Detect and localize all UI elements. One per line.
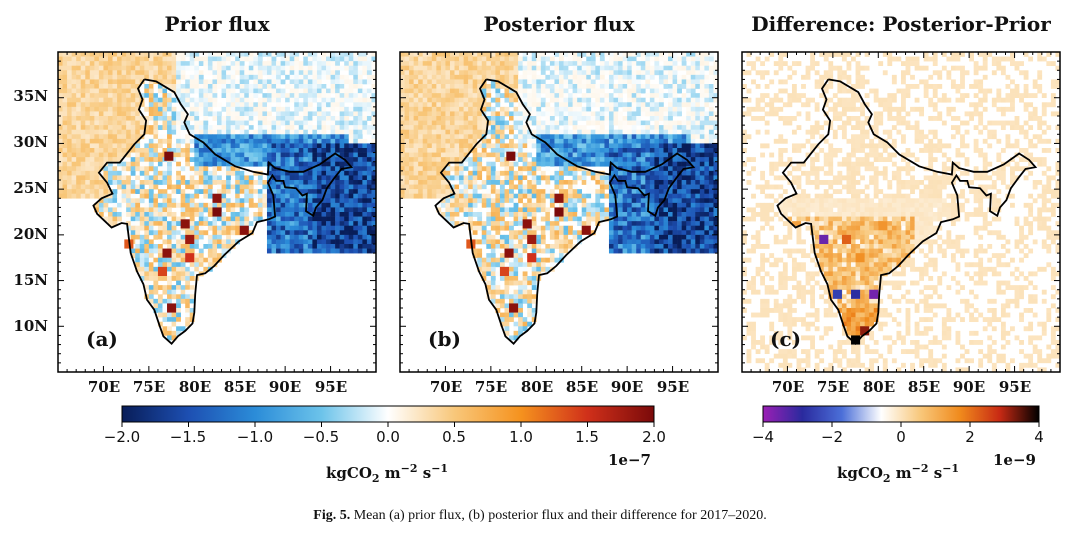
cb1-tick: 1.0	[509, 428, 533, 446]
x-tick-c-75e: 75E	[816, 378, 850, 396]
panel-b	[400, 52, 718, 345]
india-outline	[434, 78, 696, 345]
flux-hotspot	[860, 326, 870, 336]
x-tick-b-75e: 75E	[474, 378, 508, 396]
colorbar-1-exponent: 1e−7	[608, 451, 651, 469]
figure-caption: Fig. 5. Mean (a) prior flux, (b) posteri…	[0, 508, 1080, 524]
flux-hotspot	[212, 193, 222, 203]
y-tick-35n: 35N	[13, 87, 48, 105]
flux-hotspot	[819, 234, 829, 244]
flux-hotspot	[185, 234, 195, 244]
colorbar-2	[762, 405, 1040, 423]
flux-hotspot	[841, 234, 852, 244]
x-tick-c-85e: 85E	[907, 378, 941, 396]
y-tick-10n: 10N	[13, 317, 48, 335]
y-tick-15n: 15N	[13, 271, 48, 289]
flux-hotspot	[506, 151, 516, 161]
x-tick-a-80e: 80E	[178, 378, 212, 396]
cb1-tick: −1.0	[236, 428, 274, 446]
flux-hotspot	[851, 335, 861, 345]
x-tick-b-95e: 95E	[656, 378, 690, 396]
caption-prefix: Fig. 5.	[313, 508, 351, 523]
cb1-tick: 2.0	[642, 428, 666, 446]
x-tick-c-70e: 70E	[771, 378, 805, 396]
y-tick-30n: 30N	[13, 133, 48, 151]
colorbar-1	[121, 405, 655, 423]
flux-hotspot	[851, 289, 861, 299]
flux-hotspot	[167, 303, 177, 313]
cb1-tick: 0.5	[442, 428, 466, 446]
panel-b-label: (b)	[428, 327, 461, 351]
cb1-tick: −2.0	[103, 428, 141, 446]
panel-frame	[399, 51, 719, 373]
flux-hotspot	[527, 253, 537, 263]
flux-hotspot	[869, 289, 879, 299]
flux-hotspot	[554, 193, 564, 203]
cb2-tick: 4	[1034, 428, 1044, 446]
x-tick-a-90e: 90E	[268, 378, 302, 396]
x-tick-b-90e: 90E	[610, 378, 644, 396]
flux-hotspot	[554, 207, 564, 217]
x-tick-a-75e: 75E	[132, 378, 166, 396]
flux-hotspot	[239, 225, 249, 235]
flux-hotspot	[162, 248, 172, 258]
x-tick-b-85e: 85E	[565, 378, 599, 396]
flux-hotspot	[185, 253, 195, 263]
flux-hotspot	[499, 266, 510, 276]
panel-c-title: Difference: Posterior-Prior	[751, 12, 1051, 36]
india-outline	[92, 78, 354, 345]
x-tick-a-70e: 70E	[87, 378, 121, 396]
colorbar-1-units: kgCO2 m−2 s−1	[326, 462, 449, 485]
cb1-tick: 1.5	[575, 428, 599, 446]
flux-hotspot	[581, 225, 591, 235]
flux-hotspot	[878, 221, 888, 231]
x-tick-c-90e: 90E	[952, 378, 986, 396]
cb1-tick: −1.5	[169, 428, 207, 446]
flux-hotspot	[527, 234, 537, 244]
flux-hotspot	[855, 253, 865, 263]
panel-c	[742, 52, 1060, 372]
y-tick-25n: 25N	[13, 179, 48, 197]
y-tick-20n: 20N	[13, 225, 48, 243]
flux-hotspot	[832, 289, 842, 299]
panel-a-title: Prior flux	[164, 12, 270, 36]
x-tick-b-80e: 80E	[520, 378, 554, 396]
panel-a	[58, 52, 376, 345]
flux-hotspot	[157, 266, 168, 276]
x-tick-a-85e: 85E	[223, 378, 257, 396]
cb2-tick: −4	[751, 428, 775, 446]
x-tick-c-95e: 95E	[998, 378, 1032, 396]
flux-hotspot	[212, 207, 222, 217]
panel-c-label: (c)	[770, 327, 802, 351]
panel-b-title: Posterior flux	[483, 12, 635, 36]
x-tick-b-70e: 70E	[429, 378, 463, 396]
flux-hotspot	[504, 248, 514, 258]
india-outline	[776, 78, 1038, 345]
flux-hotspot	[164, 151, 174, 161]
panel-a-label: (a)	[86, 327, 118, 351]
flux-hotspot	[522, 219, 532, 229]
cb2-tick: −2	[820, 428, 844, 446]
colorbar-2-units: kgCO2 m−2 s−1	[837, 462, 960, 485]
cb1-tick: −0.5	[302, 428, 340, 446]
panel-frame	[57, 51, 377, 373]
colorbar-2-exponent: 1e−9	[993, 451, 1036, 469]
flux-hotspot	[509, 303, 519, 313]
cb2-tick: 0	[896, 428, 906, 446]
x-tick-a-95e: 95E	[314, 378, 348, 396]
x-tick-c-80e: 80E	[862, 378, 896, 396]
caption-text: Mean (a) prior flux, (b) posterior flux …	[353, 508, 767, 523]
panel-frame	[741, 51, 1061, 373]
flux-hotspot	[180, 219, 190, 229]
cb2-tick: 2	[965, 428, 975, 446]
cb1-tick: 0.0	[376, 428, 400, 446]
